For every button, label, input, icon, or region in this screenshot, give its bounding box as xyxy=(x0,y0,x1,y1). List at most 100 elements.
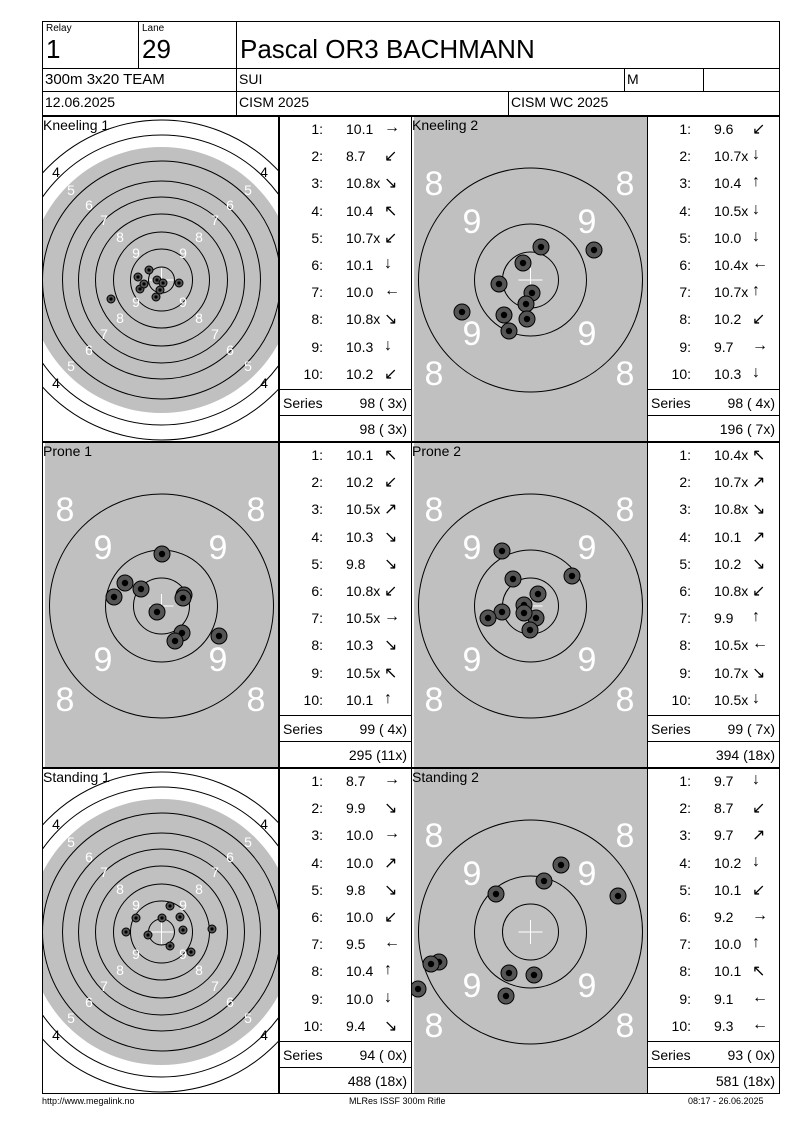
direction-arrow-icon: ↗ xyxy=(384,854,398,872)
target-image: 8 88 89 99 9 xyxy=(414,443,647,767)
shot-mark xyxy=(139,279,149,289)
direction-arrow-icon: ↖ xyxy=(752,963,766,981)
shot-number: 1: xyxy=(311,121,323,137)
nation-code: SUI xyxy=(239,71,263,87)
shot-row: 9: 9.7 → xyxy=(648,335,779,362)
shot-row: 4: 10.3 ↘ xyxy=(280,525,411,552)
svg-text:7: 7 xyxy=(211,978,219,994)
shot-row: 4: 10.4 ↖ xyxy=(280,199,411,226)
direction-arrow-icon: ↖ xyxy=(384,202,398,220)
shot-score: 10.3 xyxy=(346,528,374,545)
svg-text:9: 9 xyxy=(132,946,140,962)
direction-arrow-icon: ↗ xyxy=(752,827,766,845)
shot-score: 10.1 xyxy=(346,257,374,273)
shot-row: 1: 9.6 ↙ xyxy=(648,117,779,144)
shot-score: 8.7 xyxy=(346,148,366,165)
svg-text:9: 9 xyxy=(463,203,482,241)
svg-text:5: 5 xyxy=(67,834,75,850)
shot-score: 10.2 xyxy=(714,854,742,871)
direction-arrow-icon: ↗ xyxy=(752,474,766,492)
shot-mark xyxy=(495,306,513,324)
svg-text:8: 8 xyxy=(616,491,635,529)
shot-row: 2: 8.7 ↙ xyxy=(280,144,411,171)
shot-row: 7: 9.9 ↑ xyxy=(648,606,779,633)
shot-row: 10: 10.1 ↑ xyxy=(280,688,411,715)
shot-number: 7: xyxy=(679,284,691,301)
shot-number: 7: xyxy=(311,284,323,301)
shot-number: 8: xyxy=(311,311,323,328)
running-total-row: 196 ( 7x) xyxy=(648,415,779,442)
running-total: 98 ( 3x) xyxy=(359,421,407,437)
svg-text:7: 7 xyxy=(100,978,108,994)
svg-text:9: 9 xyxy=(94,641,113,679)
shot-number: 9: xyxy=(311,664,323,681)
shot-row: 8: 10.3 ↘ xyxy=(280,633,411,660)
direction-arrow-icon: → xyxy=(384,771,400,788)
shot-row: 1: 10.1 → xyxy=(280,117,411,144)
shot-number: 9: xyxy=(679,338,691,355)
direction-arrow-icon: ↑ xyxy=(752,934,760,952)
shot-row: 9: 10.7x ↘ xyxy=(648,661,779,688)
svg-text:8: 8 xyxy=(425,681,444,719)
shot-row: 2: 8.7 ↙ xyxy=(648,796,779,823)
footer-url[interactable]: http://www.megalink.no xyxy=(42,1096,135,1106)
shot-number: 7: xyxy=(679,610,691,627)
shot-number: 7: xyxy=(679,936,691,953)
svg-text:8: 8 xyxy=(425,165,444,203)
shot-row: 4: 10.2 ↓ xyxy=(648,851,779,878)
shot-score: 10.1 xyxy=(714,528,742,545)
running-total-row: 295 (11x) xyxy=(280,741,411,768)
shot-mark xyxy=(157,913,167,923)
shot-score: 10.2 xyxy=(714,311,742,328)
shot-row: 5: 10.2 ↘ xyxy=(648,552,779,579)
shot-mark xyxy=(535,872,553,890)
shot-row: 8: 10.2 ↙ xyxy=(648,307,779,334)
svg-text:6: 6 xyxy=(226,849,234,865)
shot-number: 6: xyxy=(311,257,323,273)
direction-arrow-icon: ↑ xyxy=(384,961,392,979)
shot-number: 4: xyxy=(679,528,691,545)
svg-text:6: 6 xyxy=(226,197,234,213)
svg-text:9: 9 xyxy=(132,294,140,310)
svg-text:9: 9 xyxy=(209,529,228,567)
svg-text:9: 9 xyxy=(578,967,597,1005)
shot-row: 8: 10.1 ↖ xyxy=(648,959,779,986)
svg-text:9: 9 xyxy=(179,946,187,962)
shot-score: 10.8x xyxy=(714,501,749,518)
shot-score: 10.3 xyxy=(714,365,742,382)
gender: M xyxy=(627,71,639,87)
series-title: Prone 1 xyxy=(43,443,93,459)
gender-cell: M xyxy=(624,68,704,92)
shot-score: 10.5x xyxy=(714,637,749,654)
svg-text:9: 9 xyxy=(209,641,228,679)
shot-score: 8.7 xyxy=(714,800,734,817)
series-score: 99 ( 7x) xyxy=(727,721,775,737)
svg-text:6: 6 xyxy=(226,342,234,358)
direction-arrow-icon: ↓ xyxy=(752,689,760,707)
shot-mark xyxy=(479,609,497,627)
shot-number: 5: xyxy=(311,881,323,898)
shot-score: 10.4x xyxy=(714,257,749,273)
shot-number: 2: xyxy=(311,474,323,491)
shot-mark xyxy=(514,254,532,272)
shot-mark xyxy=(207,924,217,934)
shot-number: 2: xyxy=(679,800,691,817)
shot-number: 10: xyxy=(671,1017,691,1034)
shot-row: 3: 10.5x ↗ xyxy=(280,497,411,524)
svg-text:5: 5 xyxy=(244,182,252,198)
svg-text:4: 4 xyxy=(52,375,60,391)
direction-arrow-icon: ↓ xyxy=(384,336,392,354)
shot-score: 10.1 xyxy=(346,121,374,137)
shot-list: 1: 10.4x ↖ 2: 10.7x ↗ 3: 10.8x ↘ 4: 10.1 ↗ 5: 10.2 ↘ 6:… xyxy=(647,442,780,768)
direction-arrow-icon: ↘ xyxy=(384,311,398,329)
svg-text:9: 9 xyxy=(463,529,482,567)
svg-text:6: 6 xyxy=(85,849,93,865)
shot-score: 9.8 xyxy=(346,555,366,572)
footer-software: MLRes ISSF 300m Rifle xyxy=(349,1096,446,1106)
direction-arrow-icon: ← xyxy=(752,1015,768,1033)
shot-score: 10.0 xyxy=(714,936,742,953)
direction-arrow-icon: ↓ xyxy=(752,200,760,218)
series-score-row: Series 93 ( 0x) xyxy=(648,1041,779,1068)
svg-text:8: 8 xyxy=(195,229,203,245)
